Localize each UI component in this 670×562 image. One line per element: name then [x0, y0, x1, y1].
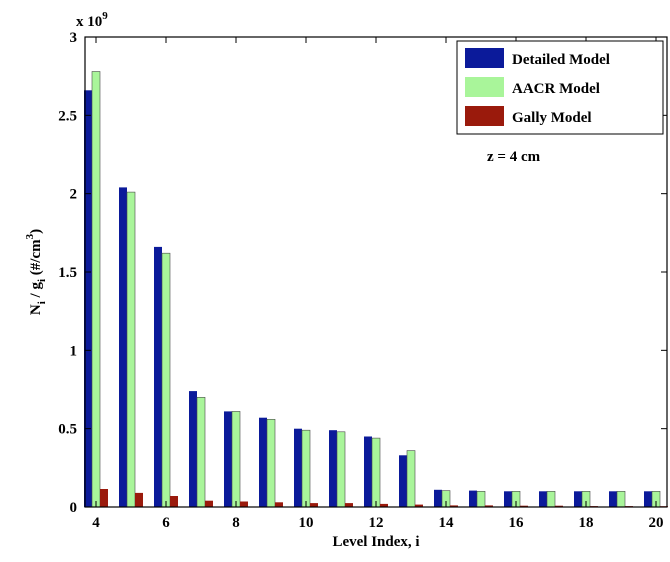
legend-label-aacr: AACR Model: [512, 81, 600, 97]
bar-gally-model-13: [415, 504, 423, 507]
x-tick-label: 14: [439, 515, 455, 531]
bar-detailed-model-4: [84, 90, 92, 508]
legend-label-detailed: Detailed Model: [512, 52, 610, 68]
bar-aacr-model-17: [546, 490, 556, 508]
bar-aacr-model-11: [336, 431, 346, 508]
bar-gally-model-9: [275, 502, 283, 507]
bar-gally-model-5: [135, 492, 143, 507]
bar-gally-model-15: [485, 505, 493, 507]
bar-detailed-model-8: [224, 411, 232, 507]
y-tick-label: 0.5: [58, 422, 77, 438]
y-tick-label: 0: [70, 500, 78, 516]
bar-aacr-model-6: [161, 252, 171, 508]
bar-aacr-model-7: [196, 396, 206, 508]
x-tick-label: 18: [579, 515, 594, 531]
bar-gally-model-17: [555, 505, 563, 507]
bar-aacr-model-5: [126, 191, 136, 508]
bar-gally-model-11: [345, 503, 353, 507]
x-tick-label: 16: [509, 515, 525, 531]
bar-detailed-model-13: [399, 455, 407, 507]
bar-aacr-model-12: [371, 437, 381, 508]
bar-detailed-model-10: [294, 428, 302, 507]
x-tick-label: 4: [92, 515, 100, 531]
y-tick-label: 1.5: [58, 265, 77, 281]
legend-label-gally: Gally Model: [512, 110, 592, 126]
bar-detailed-model-7: [189, 391, 197, 507]
y-tick-label: 2.5: [58, 108, 77, 124]
bar-detailed-model-6: [154, 246, 162, 507]
bar-aacr-model-8: [231, 411, 241, 508]
bar-detailed-model-5: [119, 187, 127, 507]
bar-gally-model-7: [205, 500, 213, 507]
x-tick-label: 6: [162, 515, 170, 531]
legend: Detailed Model AACR Model Gally Model: [456, 40, 664, 135]
bar-detailed-model-9: [259, 417, 267, 507]
bar-aacr-model-15: [476, 490, 486, 508]
legend-swatch-gally: [465, 106, 504, 126]
y-tick-label: 2: [70, 187, 78, 203]
bar-gally-model-10: [310, 503, 318, 507]
bar-detailed-model-12: [364, 436, 372, 507]
y-tick-label: 3: [70, 30, 78, 46]
bar-aacr-model-19: [616, 490, 626, 508]
bar-aacr-model-4: [91, 71, 101, 508]
bar-aacr-model-13: [406, 450, 416, 508]
y-scale-exponent: 9: [102, 10, 108, 22]
y-scale-label: x 109: [76, 10, 108, 30]
bar-gally-model-4: [100, 489, 108, 507]
legend-swatch-detailed: [465, 48, 504, 68]
y-axis-label: Ni / gi (#/cm3): [24, 229, 48, 315]
bar-detailed-model-16: [504, 491, 512, 507]
bar-detailed-model-19: [609, 491, 617, 507]
bar-detailed-model-18: [574, 491, 582, 507]
x-tick-label: 8: [232, 515, 240, 531]
bar-detailed-model-17: [539, 491, 547, 507]
x-tick-label: 12: [369, 515, 384, 531]
bar-gally-model-12: [380, 503, 388, 507]
legend-swatch-aacr: [465, 77, 504, 97]
y-tick-label: 1: [70, 343, 78, 359]
depth-annotation: z = 4 cm: [487, 149, 541, 165]
x-tick-label: 20: [649, 515, 664, 531]
bars-layer: [84, 71, 668, 508]
bar-detailed-model-11: [329, 430, 337, 507]
bar-detailed-model-20: [644, 491, 652, 507]
bar-aacr-model-9: [266, 418, 276, 508]
bar-detailed-model-14: [434, 489, 442, 507]
ticks-layer: 0 0.5 1 1.5 2 2.5 3 4 6 8 10 12 14 16 18 20: [58, 30, 667, 531]
bar-gally-model-6: [170, 496, 178, 507]
bar-gally-model-8: [240, 501, 248, 507]
bar-gally-model-14: [450, 505, 458, 507]
bar-gally-model-16: [520, 505, 528, 507]
x-tick-label: 10: [299, 515, 314, 531]
bar-detailed-model-15: [469, 490, 477, 507]
x-axis-label: Level Index, i: [332, 534, 419, 550]
bar-aacr-model-10: [301, 429, 311, 508]
